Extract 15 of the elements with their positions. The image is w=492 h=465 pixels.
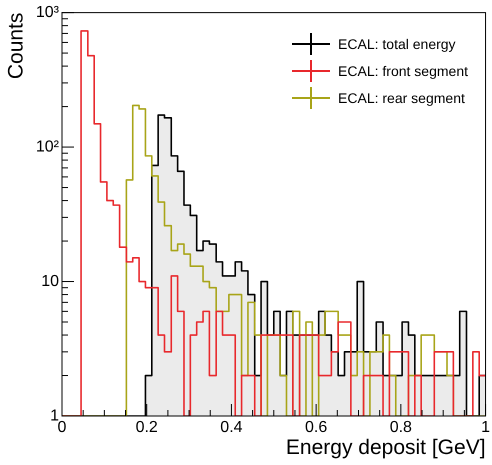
x-tick-label: 0.8 [390, 419, 412, 436]
x-tick-label: 0.4 [220, 419, 243, 436]
x-tick-label: 0.6 [305, 419, 328, 436]
x-tick-label: 0.2 [136, 419, 158, 436]
y-tick-label: 10³ [36, 4, 60, 22]
x-tick-label: 0 [58, 419, 67, 436]
legend-label: ECAL: total energy [338, 36, 456, 52]
y-tick-label: 1 [50, 407, 60, 424]
y-tick-label: 10² [36, 138, 60, 156]
y-axis-title: Counts [4, 12, 28, 80]
y-tick-label: 10 [41, 272, 60, 290]
x-axis-title: Energy deposit [GeV] [286, 436, 486, 460]
x-tick-label: 1 [481, 419, 490, 436]
legend-label: ECAL: rear segment [338, 90, 465, 106]
legend-label: ECAL: front segment [338, 62, 468, 78]
